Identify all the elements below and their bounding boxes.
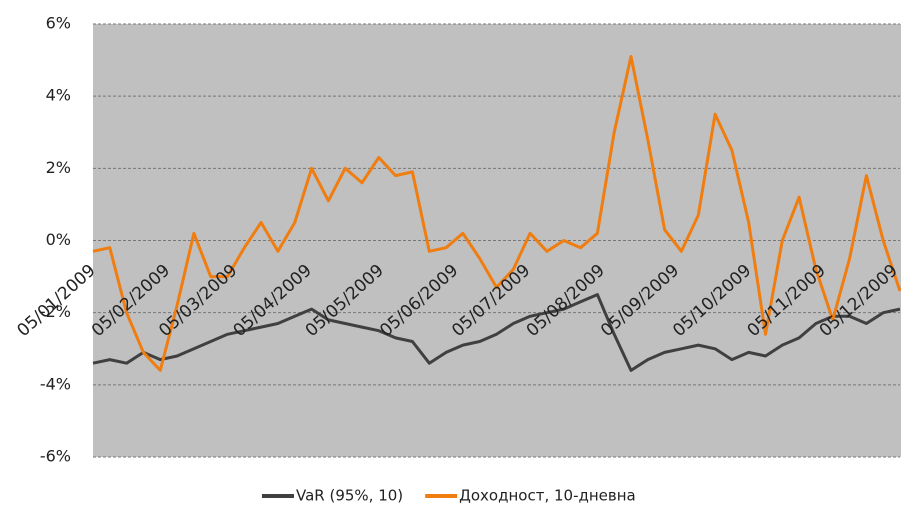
series-line <box>92 55 901 372</box>
legend-label: VaR (95%, 10) <box>296 487 403 505</box>
y-tick-label: 4% <box>46 86 71 105</box>
y-tick-label: -2% <box>40 302 71 321</box>
y-tick-label: -4% <box>40 374 71 393</box>
y-tick-label: 0% <box>46 230 71 249</box>
series-line <box>92 293 901 372</box>
x-tick-label: 05/01/2009 <box>13 261 99 341</box>
y-tick-label: 6% <box>46 14 71 33</box>
legend-label: Доходност, 10-дневна <box>459 487 636 505</box>
y-tick-label: -6% <box>40 447 71 466</box>
y-tick-label: 2% <box>46 158 71 177</box>
plot-area <box>93 24 901 457</box>
